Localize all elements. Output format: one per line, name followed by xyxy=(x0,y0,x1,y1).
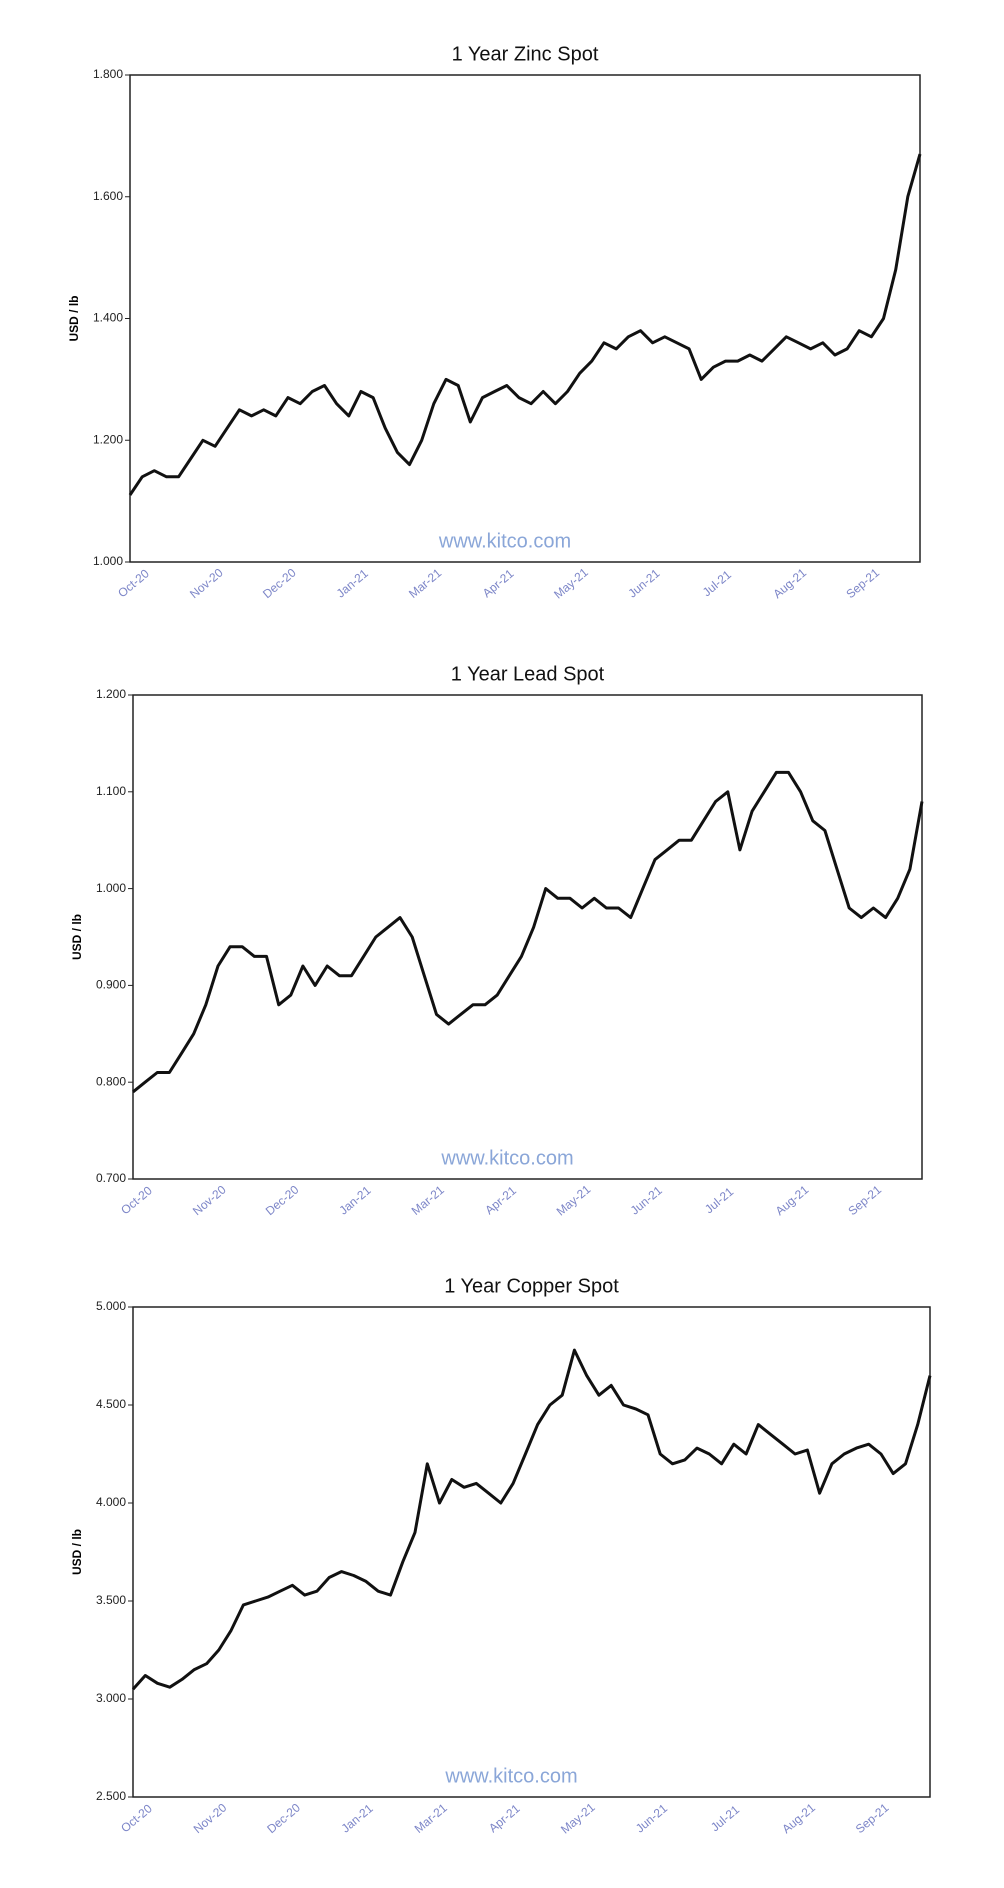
x-tick-label: Apr-21 xyxy=(486,1801,523,1835)
x-tick-label: May-21 xyxy=(554,1182,594,1219)
y-tick-label: 3.500 xyxy=(96,1593,126,1607)
y-tick-label: 0.800 xyxy=(96,1074,126,1088)
x-tick-label: Sep-21 xyxy=(845,1182,884,1218)
x-tick-label: Jan-21 xyxy=(334,566,371,601)
x-tick-label: Mar-21 xyxy=(409,1183,447,1218)
watermark: www.kitco.com xyxy=(444,1765,577,1787)
x-tick-label: Aug-21 xyxy=(779,1800,818,1836)
x-tick-label: Nov-20 xyxy=(191,1800,230,1836)
x-tick-label: Nov-20 xyxy=(187,565,226,601)
x-tick-label: Oct-20 xyxy=(118,1801,155,1835)
y-axis-label: USD / lb xyxy=(67,295,81,341)
x-tick-label: Dec-20 xyxy=(263,1182,302,1218)
chart-title: 1 Year Lead Spot xyxy=(451,663,605,685)
price-line xyxy=(131,1348,932,1691)
y-tick-label: 1.000 xyxy=(93,554,123,568)
x-tick-label: Sep-21 xyxy=(853,1800,892,1836)
x-tick-label: Jun-21 xyxy=(633,1801,670,1836)
x-tick-label: Oct-20 xyxy=(118,1183,155,1217)
x-tick-label: Jan-21 xyxy=(336,1183,373,1218)
y-tick-label: 1.400 xyxy=(93,311,123,325)
x-tick-label: Jul-21 xyxy=(708,1802,742,1834)
price-line xyxy=(128,153,922,496)
y-tick-label: 2.500 xyxy=(96,1789,126,1803)
x-tick-label: Jul-21 xyxy=(702,1184,736,1216)
x-tick-label: Aug-21 xyxy=(773,1182,812,1218)
y-tick-label: 1.200 xyxy=(93,432,123,446)
y-tick-label: 4.500 xyxy=(96,1397,126,1411)
y-tick-label: 1.800 xyxy=(93,67,123,81)
plot-frame xyxy=(132,694,923,1180)
plot-frame xyxy=(132,1306,931,1798)
y-tick-label: 0.900 xyxy=(96,978,126,992)
x-tick-label: Apr-21 xyxy=(480,566,517,600)
chart-title: 1 Year Zinc Spot xyxy=(452,43,599,65)
x-tick-label: Apr-21 xyxy=(482,1183,519,1217)
y-axis-label: USD / lb xyxy=(70,1529,84,1575)
y-tick-label: 0.700 xyxy=(96,1171,126,1185)
y-tick-label: 5.000 xyxy=(96,1299,126,1313)
y-tick-label: 1.600 xyxy=(93,189,123,203)
x-tick-label: Jun-21 xyxy=(628,1183,665,1218)
x-tick-label: Mar-21 xyxy=(412,1801,450,1836)
x-tick-label: Jun-21 xyxy=(625,566,662,601)
y-tick-label: 1.000 xyxy=(96,881,126,895)
x-tick-label: Aug-21 xyxy=(770,565,809,601)
x-tick-label: Nov-20 xyxy=(190,1182,229,1218)
plot-frame xyxy=(129,74,921,563)
x-tick-label: Oct-20 xyxy=(115,566,152,600)
x-tick-label: Dec-20 xyxy=(264,1800,303,1836)
y-tick-label: 3.000 xyxy=(96,1691,126,1705)
x-tick-label: May-21 xyxy=(558,1800,598,1837)
x-tick-label: Dec-20 xyxy=(260,565,299,601)
x-tick-label: May-21 xyxy=(551,565,591,602)
y-tick-label: 1.200 xyxy=(96,687,126,701)
x-tick-label: Mar-21 xyxy=(406,566,444,601)
y-tick-label: 4.000 xyxy=(96,1495,126,1509)
x-tick-label: Sep-21 xyxy=(843,565,882,601)
y-axis-label: USD / lb xyxy=(70,914,84,960)
x-tick-label: Jul-21 xyxy=(700,567,734,599)
price-line xyxy=(132,770,924,1094)
chart-title: 1 Year Copper Spot xyxy=(444,1275,619,1297)
watermark: www.kitco.com xyxy=(438,530,571,552)
x-tick-label: Jan-21 xyxy=(339,1801,376,1836)
watermark: www.kitco.com xyxy=(440,1147,573,1169)
y-tick-label: 1.100 xyxy=(96,784,126,798)
